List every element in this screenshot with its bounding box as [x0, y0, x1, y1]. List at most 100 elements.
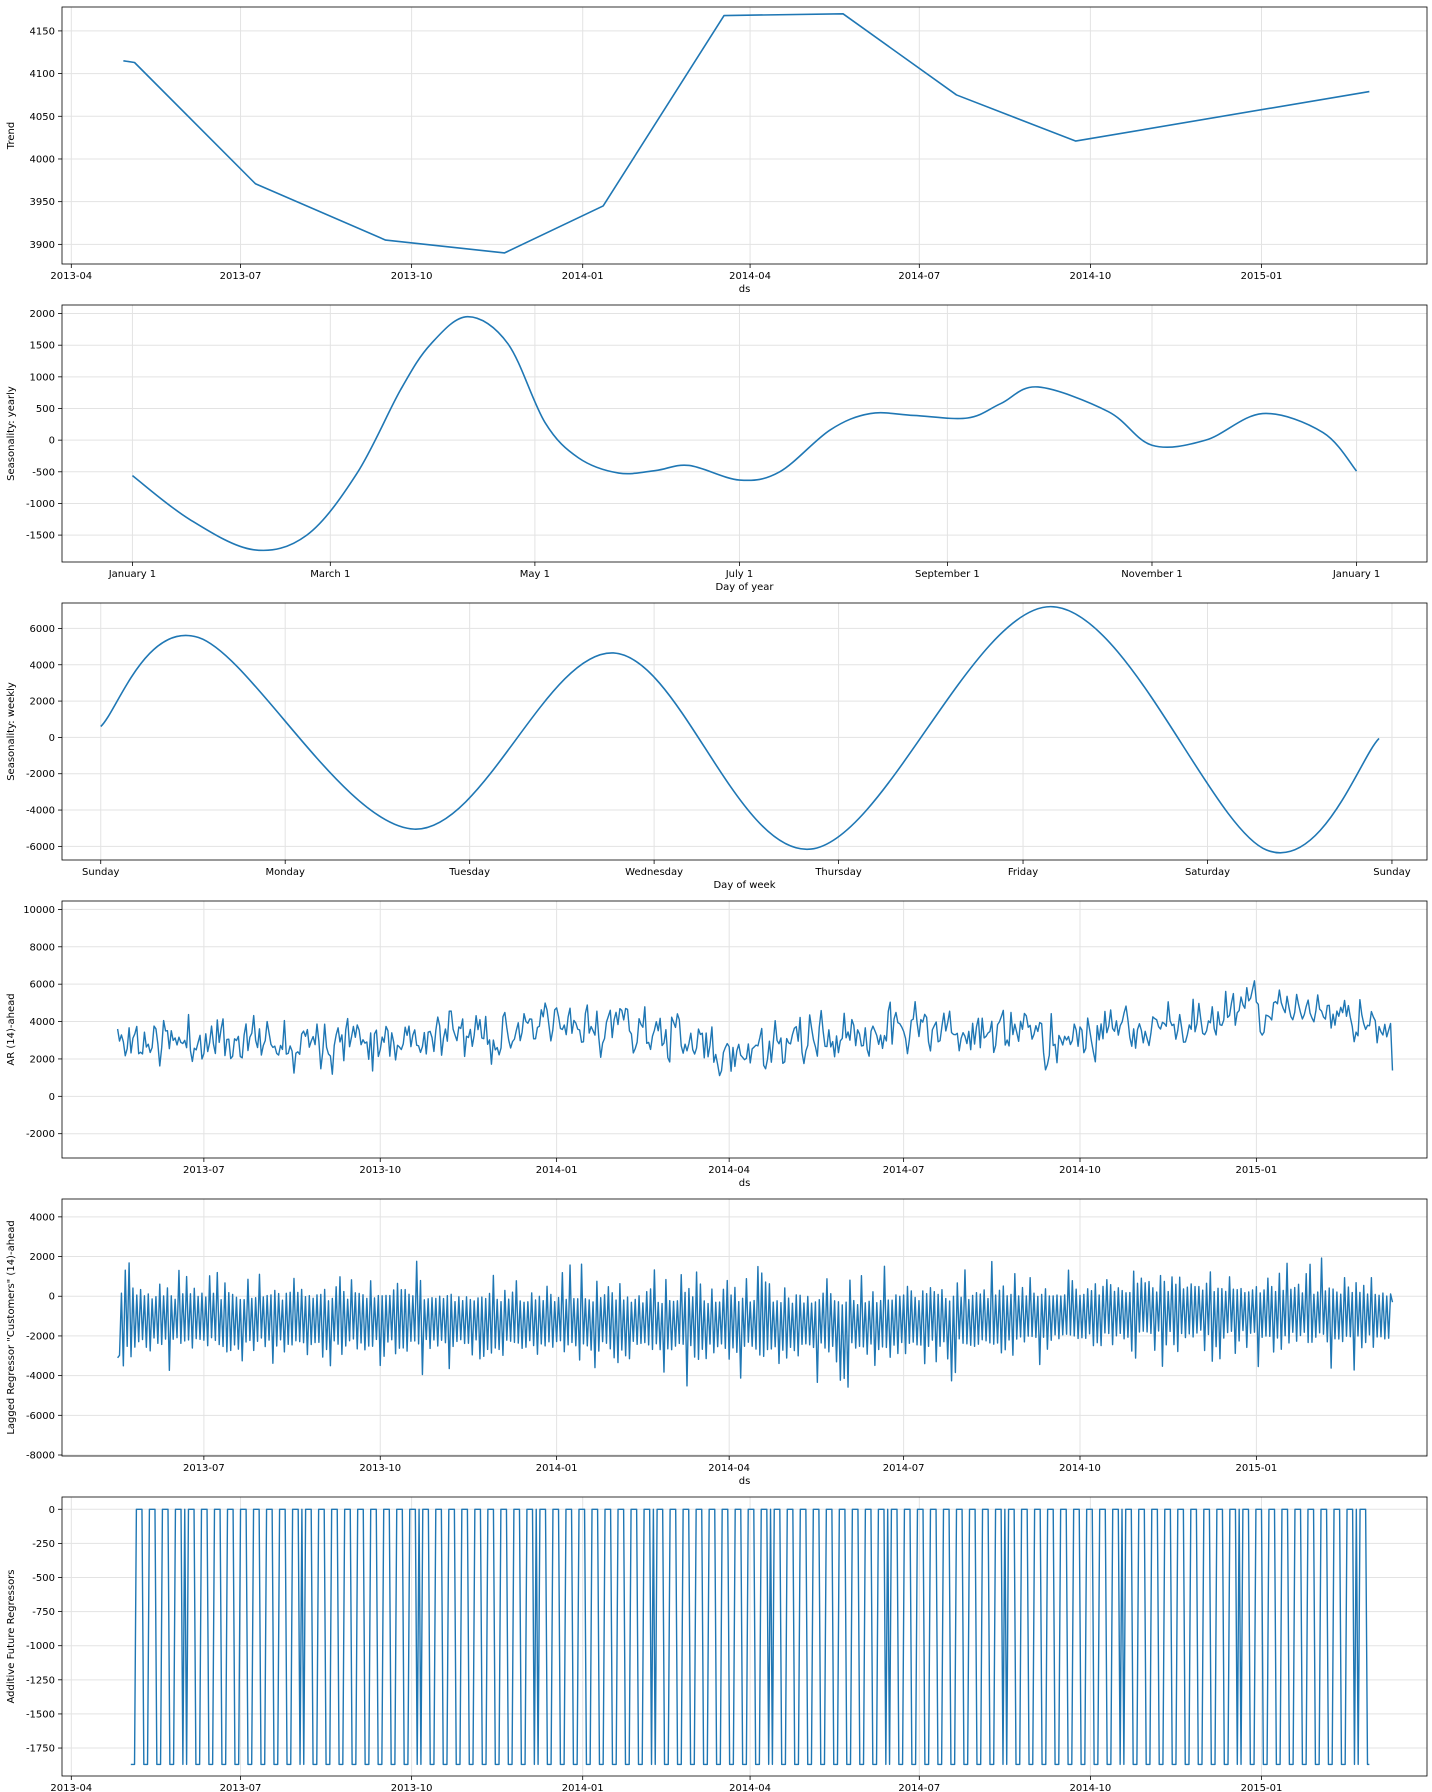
plot-area [62, 7, 1427, 264]
x-tick-label: 2014-01 [536, 1165, 578, 1176]
x-tick-label: Tuesday [448, 867, 490, 878]
x-tick-label: 2014-01 [562, 271, 604, 282]
x-tick-label: 2014-07 [898, 1783, 940, 1792]
y-tick-label: 4000 [30, 154, 55, 165]
x-tick-label: 2015-01 [1241, 1783, 1283, 1792]
x-tick-label: 2014-10 [1059, 1165, 1101, 1176]
axes-frame [61, 1496, 1428, 1777]
x-tick-label: March 1 [310, 569, 350, 580]
series-line [130, 1508, 1370, 1766]
y-tick-label: -1000 [26, 499, 55, 510]
x-axis-label: Day of week [713, 880, 775, 891]
series-line [117, 1257, 1394, 1388]
y-tick-label: -1500 [26, 1709, 55, 1720]
x-axis-label: ds [739, 1178, 751, 1189]
y-tick-label: -6000 [26, 842, 55, 853]
x-axis-label: ds [739, 1476, 751, 1487]
y-tick-label: 4000 [30, 1212, 55, 1223]
y-tick-label: -500 [32, 1573, 55, 1584]
x-tick-label: 2013-07 [220, 271, 262, 282]
y-tick-label: 0 [49, 1505, 55, 1516]
y-axis-label: AR (14)-ahead [6, 993, 17, 1065]
x-tick-label: 2013-10 [359, 1463, 401, 1474]
x-tick-label: 2013-07 [183, 1165, 225, 1176]
y-tick-label: 0 [49, 1092, 55, 1103]
x-tick-label: 2013-07 [220, 1783, 262, 1792]
y-axis-label: Additive Future Regressors [6, 1569, 17, 1703]
x-tick-label: 2014-04 [708, 1463, 750, 1474]
plot-area [62, 901, 1427, 1158]
x-tick-label: January 1 [108, 569, 156, 580]
axes-frame [61, 6, 1428, 265]
y-tick-label: 4050 [30, 112, 55, 123]
plot-area [62, 305, 1427, 562]
x-tick-label: 2014-10 [1070, 1783, 1112, 1792]
series-line [100, 605, 1380, 854]
y-tick-label: 3900 [30, 240, 55, 251]
y-tick-label: 2000 [30, 697, 55, 708]
y-axis-label: Seasonality: yearly [6, 386, 17, 481]
x-tick-label: January 1 [1332, 569, 1380, 580]
x-tick-label: 2015-01 [1235, 1165, 1277, 1176]
y-tick-label: 2000 [30, 309, 55, 320]
y-tick-label: -1250 [26, 1675, 55, 1686]
y-tick-label: 1000 [30, 372, 55, 383]
y-tick-label: 8000 [30, 942, 55, 953]
subplot-3: Sunday Monday Tuesday Wednesday Thursday Frid… [6, 602, 1428, 891]
x-tick-label: 2013-07 [183, 1463, 225, 1474]
x-tick-label: 2014-01 [562, 1783, 604, 1792]
y-axis-label: Seasonality: weekly [6, 682, 17, 781]
y-tick-label: -4000 [26, 1371, 55, 1382]
x-tick-label: 2013-10 [359, 1165, 401, 1176]
y-tick-label: -1000 [26, 1641, 55, 1652]
x-tick-label: 2013-04 [50, 271, 92, 282]
series-line [123, 13, 1370, 254]
x-tick-label: 2015-01 [1241, 271, 1283, 282]
x-tick-label: 2014-10 [1070, 271, 1112, 282]
x-tick-label: 2015-01 [1235, 1463, 1277, 1474]
y-tick-label: -500 [32, 467, 55, 478]
x-tick-label: May 1 [520, 569, 550, 580]
x-tick-label: 2014-10 [1059, 1463, 1101, 1474]
axes-frame [61, 900, 1428, 1159]
x-axis-label: Day of year [715, 582, 774, 593]
x-tick-label: Sunday [1373, 867, 1410, 878]
subplot-5: 2013-07 2013-10 2014-01 2014-04 2014-07 2014-… [6, 1198, 1428, 1487]
y-tick-label: 10000 [23, 905, 55, 916]
x-tick-label: September 1 [915, 569, 980, 580]
y-tick-label: 500 [36, 404, 55, 415]
axes-frame [61, 1198, 1428, 1457]
y-tick-label: 2000 [30, 1054, 55, 1065]
x-axis-label: ds [739, 284, 751, 295]
x-tick-label: 2013-10 [391, 271, 433, 282]
subplot-4: 2013-07 2013-10 2014-01 2014-04 2014-07 2014-… [6, 900, 1428, 1189]
y-tick-label: 2000 [30, 1252, 55, 1263]
x-tick-label: 2014-04 [729, 271, 771, 282]
x-tick-label: 2014-01 [536, 1463, 578, 1474]
y-tick-label: 0 [49, 1292, 55, 1303]
plot-area [62, 603, 1427, 860]
subplot-2: January 1 March 1 May 1 July 1 September 1 No… [6, 304, 1428, 593]
y-tick-label: -8000 [26, 1451, 55, 1462]
y-tick-label: -750 [32, 1607, 55, 1618]
y-tick-label: 4000 [30, 1017, 55, 1028]
x-tick-label: Thursday [814, 867, 862, 878]
x-tick-label: 2013-10 [391, 1783, 433, 1792]
x-tick-label: November 1 [1121, 569, 1183, 580]
y-tick-label: 4000 [30, 660, 55, 671]
x-tick-label: 2014-07 [883, 1165, 925, 1176]
y-axis-label: Lagged Regressor "Customers" (14)-ahead [6, 1220, 17, 1434]
y-axis-label: Trend [6, 122, 17, 150]
subplot-6: 2013-04 2013-07 2013-10 2014-01 2014-04 2014-… [6, 1496, 1428, 1792]
y-tick-label: -1500 [26, 531, 55, 542]
x-tick-label: July 1 [725, 569, 754, 580]
y-tick-label: 4150 [30, 26, 55, 37]
y-tick-label: -2000 [26, 1129, 55, 1140]
x-tick-label: Wednesday [625, 867, 683, 878]
x-tick-label: 2014-04 [729, 1783, 771, 1792]
y-tick-label: -2000 [26, 769, 55, 780]
axes-frame [61, 602, 1428, 861]
subplot-1: 2013-04 2013-07 2013-10 2014-01 2014-04 2014-… [6, 6, 1428, 295]
x-tick-label: Friday [1008, 867, 1038, 878]
